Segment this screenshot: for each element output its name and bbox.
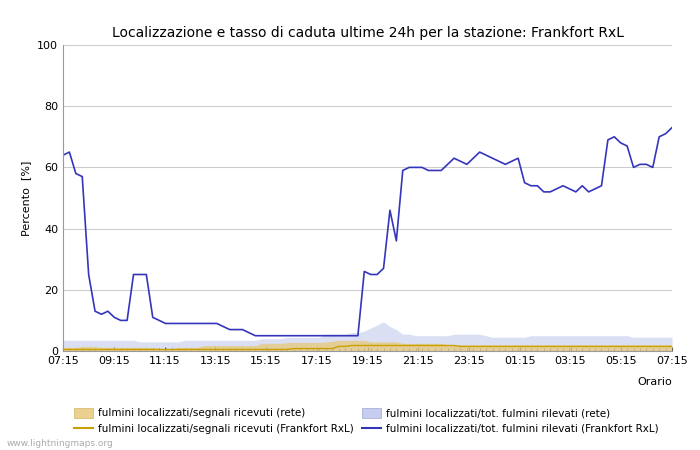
Text: www.lightningmaps.org: www.lightningmaps.org: [7, 439, 113, 448]
Y-axis label: Percento  [%]: Percento [%]: [22, 160, 32, 236]
Text: Orario: Orario: [637, 377, 672, 387]
Title: Localizzazione e tasso di caduta ultime 24h per la stazione: Frankfort RxL: Localizzazione e tasso di caduta ultime …: [111, 26, 624, 40]
Legend: fulmini localizzati/segnali ricevuti (rete), fulmini localizzati/segnali ricevut: fulmini localizzati/segnali ricevuti (re…: [74, 408, 659, 434]
